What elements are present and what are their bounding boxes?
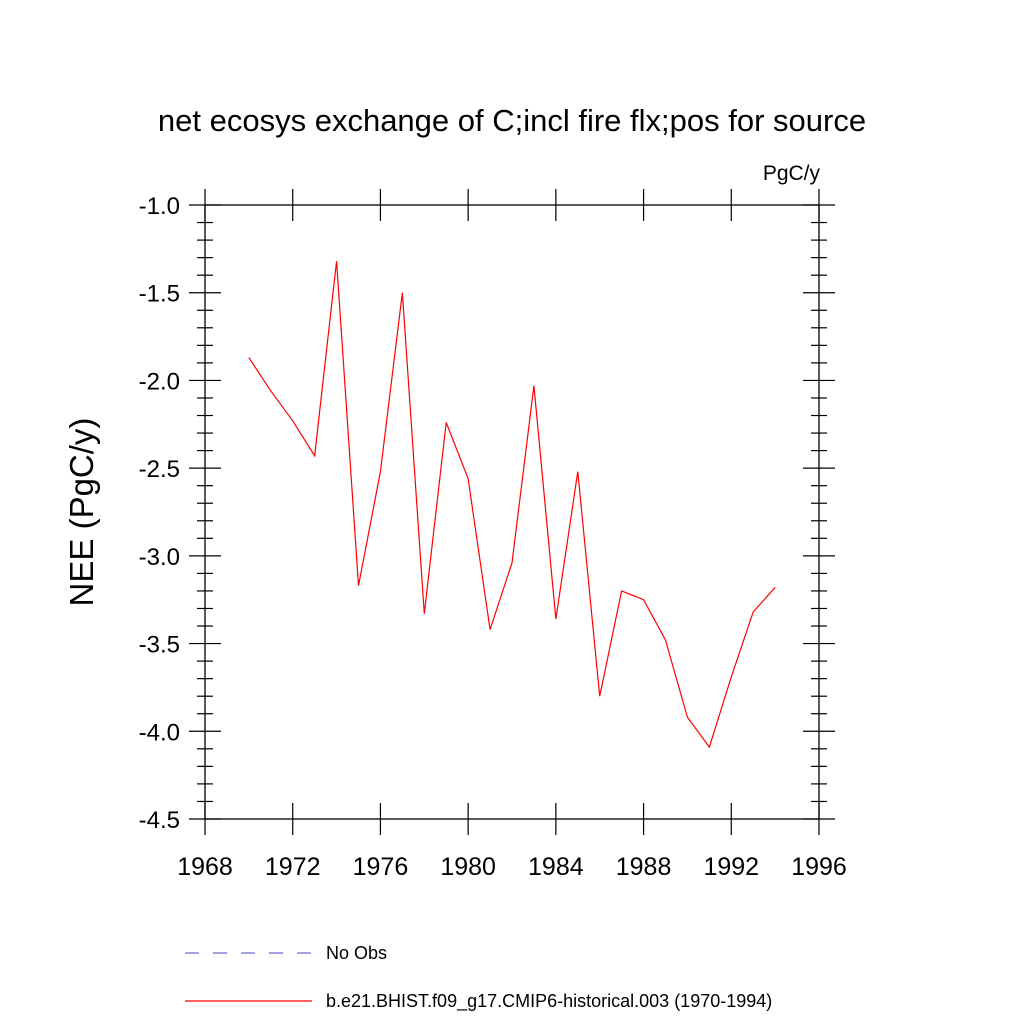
- y-tick-label: -3.0: [139, 544, 180, 571]
- y-tick-labels: -1.0 -1.5 -2.0 -2.5 -3.0 -3.5 -4.0 -4.5: [139, 193, 180, 834]
- legend: No Obs b.e21.BHIST.f09_g17.CMIP6-histori…: [185, 943, 772, 1012]
- y-axis-label: NEE (PgC/y): [63, 418, 100, 607]
- y-tick-label: -1.0: [139, 193, 180, 220]
- legend-label-model: b.e21.BHIST.f09_g17.CMIP6-historical.003…: [326, 991, 772, 1012]
- y-tick-label: -2.5: [139, 456, 180, 483]
- tick-marks: [189, 189, 835, 835]
- legend-label-no-obs: No Obs: [326, 943, 387, 963]
- x-tick-label: 1992: [703, 853, 759, 881]
- x-tick-label: 1984: [528, 853, 584, 881]
- x-tick-label: 1976: [353, 853, 409, 881]
- x-tick-label: 1996: [791, 853, 847, 881]
- x-tick-labels: 1968 1972 1976 1980 1984 1988 1992 1996: [177, 853, 847, 881]
- series-line-1: [248, 261, 776, 749]
- chart-title: net ecosys exchange of C;incl fire flx;p…: [158, 103, 866, 138]
- units-label: PgC/y: [763, 162, 821, 185]
- y-tick-label: -4.0: [139, 719, 180, 746]
- x-tick-label: 1972: [265, 853, 321, 881]
- x-tick-label: 1980: [440, 853, 496, 881]
- y-tick-label: -2.0: [139, 368, 180, 395]
- series-lines: [248, 261, 776, 749]
- plot-frame: [204, 204, 820, 820]
- x-tick-label: 1968: [177, 853, 233, 881]
- y-tick-label: -3.5: [139, 632, 180, 659]
- y-tick-label: -1.5: [139, 281, 180, 308]
- y-tick-label: -4.5: [139, 807, 180, 834]
- x-tick-label: 1988: [616, 853, 672, 881]
